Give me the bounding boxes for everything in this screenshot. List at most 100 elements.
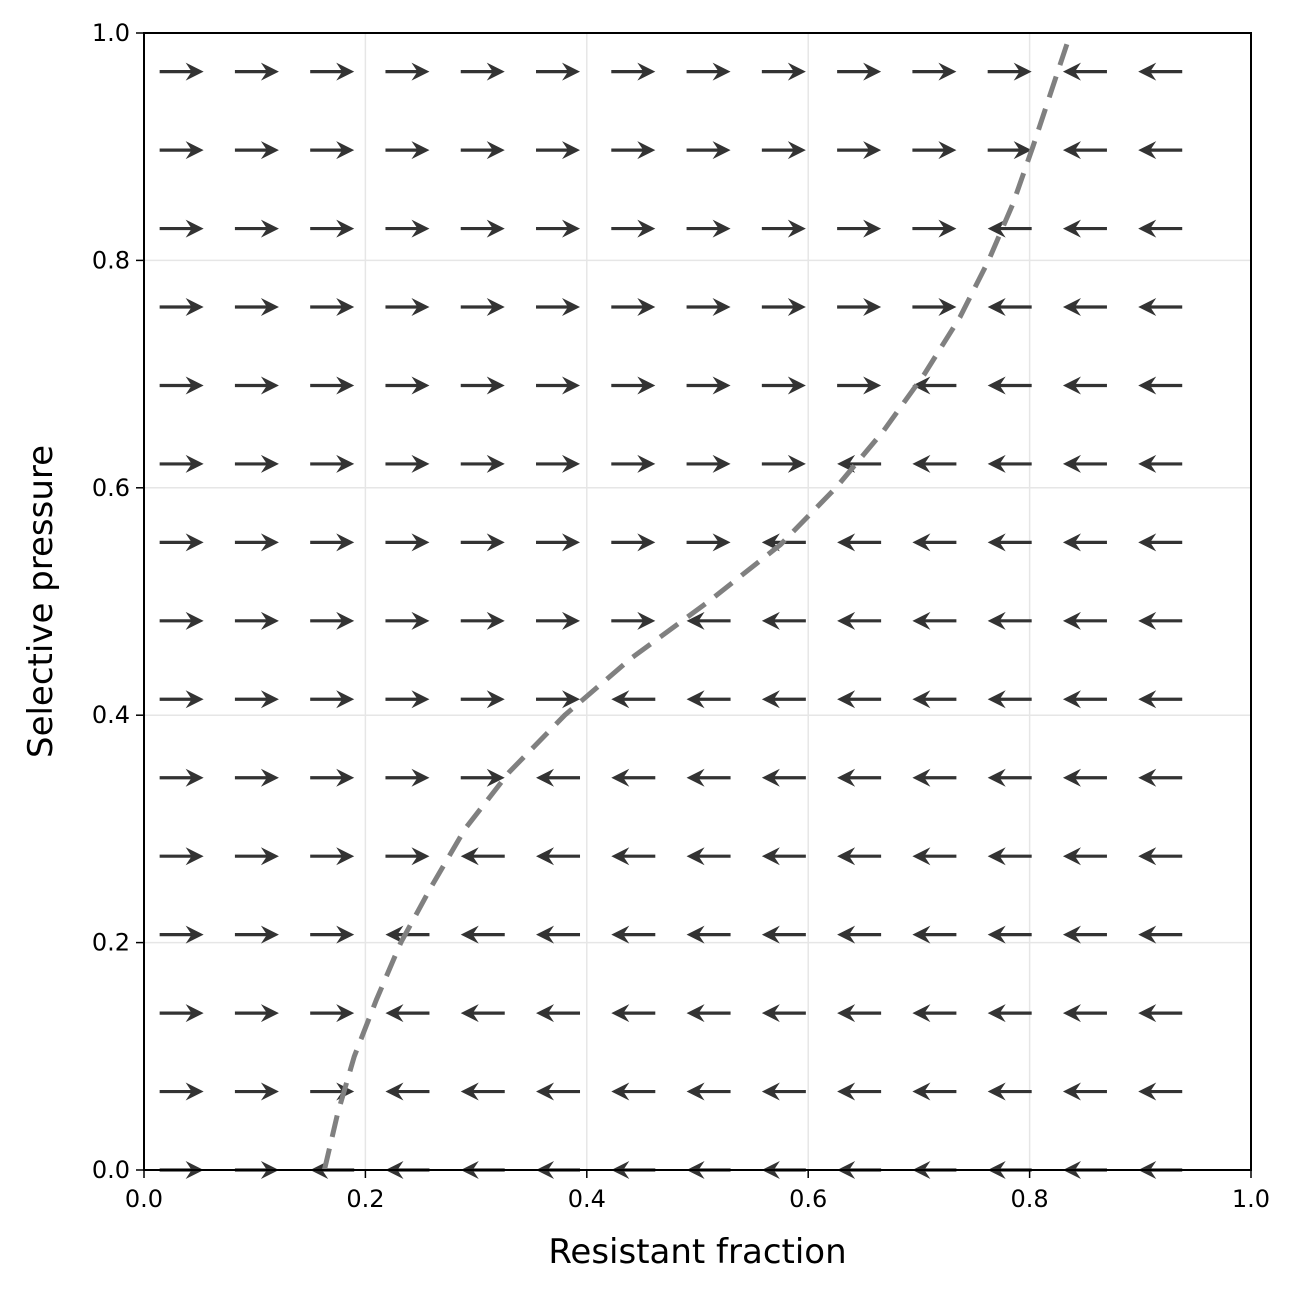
vector-arrow (159, 1082, 204, 1101)
y-tick-label: 0.2 (92, 929, 130, 957)
vector-arrow (159, 533, 204, 552)
vector-arrow (310, 1004, 355, 1023)
vector-arrow (536, 1004, 581, 1023)
vector-arrow (686, 454, 731, 473)
y-tick-label: 0.4 (92, 701, 130, 729)
vector-arrow (761, 925, 806, 944)
vector-arrow (460, 376, 505, 395)
vector-arrow (837, 1004, 882, 1023)
vector-arrow (385, 141, 430, 160)
vector-arrow (761, 62, 806, 81)
vector-arrow (912, 690, 957, 709)
vector-arrow (310, 847, 355, 866)
vector-arrow (912, 1082, 957, 1101)
vector-arrow (385, 925, 430, 944)
vector-arrow (611, 454, 656, 473)
vector-arrow (987, 454, 1032, 473)
vector-arrow (536, 533, 581, 552)
vector-arrow (987, 847, 1032, 866)
plot-frame (143, 32, 1252, 1171)
vector-arrow (536, 62, 581, 81)
vector-arrow (611, 690, 656, 709)
vector-arrow (234, 847, 279, 866)
vector-arrow (837, 298, 882, 317)
vector-arrow (385, 847, 430, 866)
y-tick-label: 0.0 (92, 1156, 130, 1184)
vector-arrow (1062, 1004, 1107, 1023)
y-tick-label: 1.0 (92, 19, 130, 47)
vector-arrow (460, 925, 505, 944)
vector-arrow (987, 219, 1032, 238)
vector-arrow (536, 690, 581, 709)
vector-arrow (159, 298, 204, 317)
vector-arrow (385, 219, 430, 238)
vector-arrow (385, 454, 430, 473)
vector-arrow (460, 768, 505, 787)
vector-arrow (385, 611, 430, 630)
vector-arrow (234, 219, 279, 238)
nullcline-dashed-line (321, 32, 1073, 1171)
axis-ticks: 0.0 0.2 0.4 0.6 0.8 1.0 0.0 0.2 0.4 0.6 0.8 1.0 (92, 19, 1270, 1213)
vector-arrow (536, 376, 581, 395)
vector-arrow (987, 690, 1032, 709)
vector-arrow (837, 376, 882, 395)
vector-arrow (1138, 454, 1183, 473)
vector-arrow (385, 62, 430, 81)
vector-arrow (310, 141, 355, 160)
vector-arrow (1138, 611, 1183, 630)
nullcline-curve (321, 32, 1073, 1171)
y-tick-label: 0.6 (92, 474, 130, 502)
vector-arrow (837, 141, 882, 160)
vector-arrow (1062, 690, 1107, 709)
vector-arrow (686, 690, 731, 709)
vector-arrow (611, 1082, 656, 1101)
vector-arrow (234, 454, 279, 473)
vector-arrow (611, 611, 656, 630)
vector-arrow (310, 298, 355, 317)
vector-arrow (310, 690, 355, 709)
vector-arrow (686, 925, 731, 944)
vector-arrow (987, 925, 1032, 944)
vector-arrow (234, 1004, 279, 1023)
vector-arrow (686, 376, 731, 395)
vector-arrow (837, 219, 882, 238)
vector-arrow (686, 62, 731, 81)
vector-arrow (536, 768, 581, 787)
vector-arrow (761, 1082, 806, 1101)
vector-arrow (686, 298, 731, 317)
vector-arrow (1062, 454, 1107, 473)
vector-arrow (912, 611, 957, 630)
grid-lines (143, 32, 1252, 1171)
vector-arrow (234, 62, 279, 81)
vector-arrow (1138, 62, 1183, 81)
vector-arrow (234, 298, 279, 317)
vector-arrow (1062, 1082, 1107, 1101)
x-tick-label: 0.6 (789, 1185, 827, 1213)
y-axis-label: Selective pressure (21, 445, 61, 758)
vector-arrow (234, 768, 279, 787)
vector-arrow (234, 376, 279, 395)
vector-arrow (536, 298, 581, 317)
vector-arrow (686, 611, 731, 630)
vector-arrow (460, 298, 505, 317)
vector-arrow (761, 690, 806, 709)
vector-arrow (234, 533, 279, 552)
vector-arrow (385, 1082, 430, 1101)
vector-arrow (385, 690, 430, 709)
vector-arrow (761, 141, 806, 160)
vector-arrow (385, 376, 430, 395)
vector-arrow (611, 219, 656, 238)
vector-arrow (912, 533, 957, 552)
vector-arrow (611, 533, 656, 552)
vector-arrow (761, 298, 806, 317)
vector-arrow (460, 219, 505, 238)
vector-arrow (460, 1004, 505, 1023)
x-tick-label: 0.8 (1011, 1185, 1049, 1213)
vector-arrow (837, 847, 882, 866)
vector-arrow (837, 1082, 882, 1101)
vector-arrow (611, 768, 656, 787)
vector-arrow (1138, 141, 1183, 160)
vector-arrow (460, 1082, 505, 1101)
vector-arrow (912, 62, 957, 81)
vector-arrow (536, 141, 581, 160)
